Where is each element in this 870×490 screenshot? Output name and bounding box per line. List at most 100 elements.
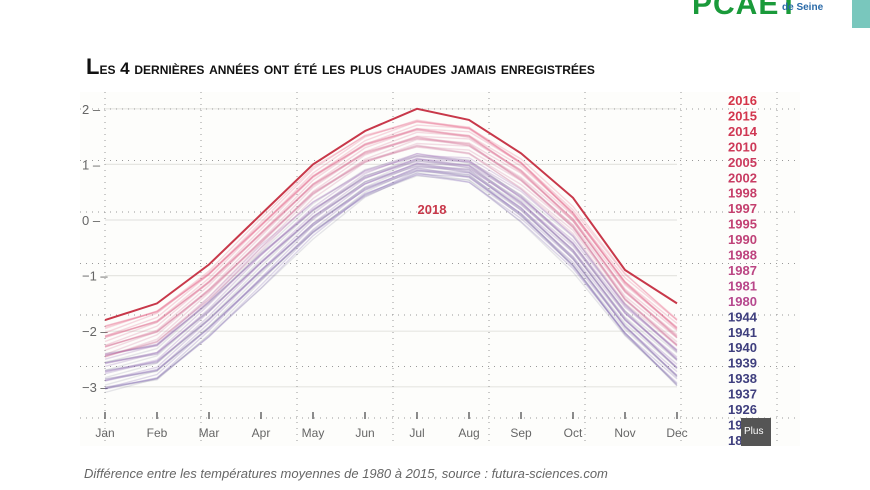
historical-year-line — [104, 168, 678, 380]
plus-button[interactable]: Plus — [741, 418, 771, 446]
y-tick-label: 1 – — [82, 157, 101, 172]
historical-year-line — [104, 154, 678, 355]
x-tick-label: Aug — [458, 426, 479, 440]
recent-year-line — [104, 127, 678, 337]
recent-year-line — [104, 124, 678, 334]
legend-entry: 1988 — [728, 248, 757, 263]
recent-year-line — [104, 146, 678, 358]
historical-year-line — [104, 155, 678, 355]
legend-entry: 2015 — [728, 108, 757, 123]
x-tick-label: Sep — [510, 426, 532, 440]
title-first-letter: L — [86, 55, 100, 79]
series-2018-line — [104, 107, 678, 322]
recent-year-line — [104, 144, 678, 357]
historical-year-line — [104, 157, 678, 368]
legend-entry: 1981 — [728, 278, 757, 293]
historical-year-line — [104, 163, 678, 379]
y-tick-label: −3 – — [82, 380, 108, 395]
logo-subtext: de Seine — [782, 2, 824, 13]
recent-year-line — [104, 119, 678, 327]
recent-year-line — [104, 120, 678, 330]
x-tick-label: May — [302, 426, 325, 440]
legend-entry: 1938 — [728, 371, 757, 386]
x-tick-label: Apr — [252, 426, 271, 440]
legend-entry: 1944 — [728, 309, 758, 324]
figure-caption: Différence entre les températures moyenn… — [84, 466, 608, 481]
historical-year-line — [104, 152, 678, 356]
recent-year-line — [104, 137, 678, 348]
logo-text: PCAET — [692, 0, 799, 21]
recent-year-line — [104, 128, 678, 338]
historical-year-line — [104, 155, 678, 364]
recent-year-line — [104, 128, 678, 337]
historical-year-line — [104, 172, 678, 390]
y-tick-label: 0 – — [82, 213, 101, 228]
historical-year-line — [104, 165, 678, 373]
historical-year-line — [104, 158, 678, 364]
legend-entry: 2005 — [728, 155, 757, 170]
recent-year-line — [104, 142, 678, 356]
legend-entry: 1987 — [728, 263, 757, 278]
legend-entry: 2002 — [728, 170, 757, 185]
y-tick-label: −1 – — [82, 269, 108, 284]
recent-year-line — [104, 137, 678, 348]
historical-year-line — [104, 160, 678, 364]
recent-year-line — [104, 144, 678, 357]
recent-year-line — [104, 138, 678, 351]
historical-year-line — [104, 158, 678, 365]
historical-year-line — [104, 171, 678, 394]
historical-year-line — [104, 159, 678, 371]
recent-year-line — [104, 136, 678, 348]
chart-svg: 2 – 1 – 0 – −1 – −2 – −3 – Jan Feb Mar Apr May Jun J… — [80, 92, 800, 446]
historical-year-line — [104, 165, 678, 372]
legend-entry: 1926 — [728, 402, 757, 417]
recent-year-line — [104, 131, 678, 343]
historical-year-line — [104, 160, 678, 363]
legend-entry: 1980 — [728, 294, 757, 309]
historical-year-line — [104, 162, 678, 373]
temperature-chart: 2 – 1 – 0 – −1 – −2 – −3 – Jan Feb Mar Apr May Jun J… — [80, 92, 800, 446]
recent-year-line — [104, 136, 678, 347]
legend-entry: 1937 — [728, 387, 757, 402]
x-tick-label: Oct — [564, 426, 583, 440]
historical-year-line — [104, 174, 678, 388]
legend-entry: 1998 — [728, 186, 757, 201]
legend-entry: 1941 — [728, 325, 757, 340]
x-tick-label: Jun — [355, 426, 374, 440]
legend-entry: 2014 — [728, 124, 758, 139]
corner-accent — [852, 0, 870, 28]
legend-entry: 1940 — [728, 340, 757, 355]
historical-year-line — [104, 170, 678, 380]
historical-year-line — [104, 167, 678, 386]
legend-entry: 1939 — [728, 356, 757, 371]
x-tick-label: Nov — [614, 426, 635, 440]
historical-year-line — [104, 175, 678, 389]
x-tick-label: Feb — [147, 426, 168, 440]
recent-year-line — [104, 121, 678, 328]
recent-year-line — [104, 135, 678, 347]
x-tick-label: Jul — [409, 426, 424, 440]
historical-year-line — [104, 169, 678, 382]
legend-entry: 1997 — [728, 201, 757, 216]
historical-year-line — [104, 173, 678, 390]
historical-year-line — [104, 154, 678, 356]
y-tick-label: −2 – — [82, 324, 108, 339]
x-tick-label: Dec — [666, 426, 687, 440]
legend-entry: 1995 — [728, 217, 757, 232]
historical-year-line — [104, 170, 678, 389]
slide-title: Les 4 dernières années ont été les plus … — [86, 55, 786, 93]
legend-entry: 1990 — [728, 232, 757, 247]
historical-year-line — [104, 167, 678, 382]
x-tick-label: Jan — [95, 426, 114, 440]
historical-year-line — [104, 162, 678, 375]
pcaet-logo: PCAET de Seine — [690, 0, 840, 26]
series-2018-label: 2018 — [418, 202, 447, 217]
legend-entry: 2016 — [728, 93, 757, 108]
historical-year-line — [104, 152, 678, 360]
legend-entry: 2010 — [728, 139, 757, 154]
historical-year-line — [104, 163, 678, 372]
historical-year-line — [104, 166, 678, 382]
recent-year-line — [104, 145, 678, 358]
title-rest: es 4 dernières années ont été les plus c… — [99, 59, 595, 78]
recent-year-line — [104, 129, 678, 338]
